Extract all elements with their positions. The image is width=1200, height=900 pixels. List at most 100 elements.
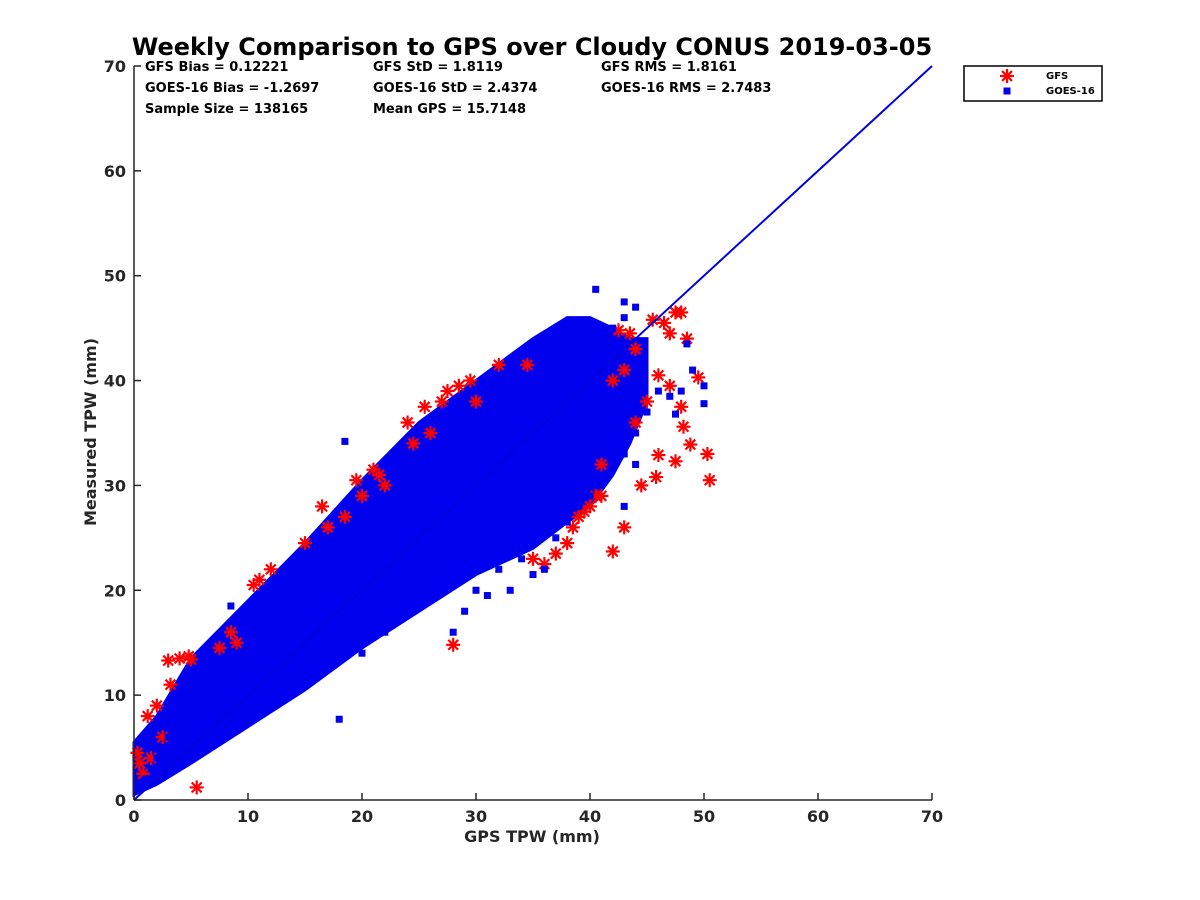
gfs-point [451,378,466,393]
gfs-point [662,326,677,341]
legend-box [963,65,1103,102]
goes16-point [461,607,469,615]
stat-goes-std: GOES-16 StD = 2.4374 [373,81,537,96]
stat-gfs-std: GFS StD = 1.8119 [373,60,503,75]
gfs-point [628,342,643,357]
gfs-point [583,499,597,514]
gfs-point [617,363,632,378]
goes16-point [472,586,480,594]
goes16-point [643,408,651,416]
goes16-point [221,681,229,689]
gfs-point [223,625,238,640]
legend-goes16-marker [1003,87,1011,95]
goes16-point [301,607,309,615]
y-axis-label: Measured TPW (mm) [81,338,100,526]
legend-gfs-label: GFS [1046,71,1068,82]
goes16-point [198,702,206,710]
stat-goes-bias: GOES-16 Bias = -1.2697 [145,81,319,96]
x-tick-label: 10 [237,807,259,826]
gfs-point [400,415,415,430]
gfs-point [337,509,352,524]
legend: GFS GOES-16 [963,65,1103,102]
goes16-point [335,715,343,723]
x-axis-label: GPS TPW (mm) [464,827,600,846]
gfs-point [594,488,609,503]
goes16-point [483,592,491,600]
y-tick-label: 70 [104,57,126,76]
goes16-point [210,691,218,699]
gfs-point [440,384,455,399]
goes16-point [449,471,457,479]
gfs-point [683,437,698,452]
y-tick-label: 20 [104,581,126,600]
gfs-point [640,394,654,409]
goes16-point [324,586,332,594]
goes16-point [153,754,161,762]
goes16-point [267,639,275,647]
goes16-point [381,628,389,636]
legend-goes16-glyph [1003,87,1011,95]
legend-gfs-glyph [1000,69,1014,83]
gfs-point [657,315,672,330]
goes16-point [700,382,708,390]
gfs-point [229,635,244,650]
gfs-point [622,326,637,341]
gfs-point [548,546,563,561]
gfs-point [252,572,267,587]
goes16-point [563,366,571,374]
gfs-point [645,312,660,327]
gfs-point [140,709,155,724]
goes16-point [563,518,571,526]
goes16-point [666,392,674,400]
goes16-point [472,450,480,458]
gfs-point [662,378,677,393]
gfs-point [263,562,278,577]
x-tick-label: 70 [921,807,943,826]
gfs-point [691,370,706,385]
gfs-point [130,745,145,760]
gfs-point [434,394,449,409]
goes16-point [335,576,343,584]
gfs-point [700,446,715,461]
gfs-point [651,448,666,463]
chart-title: Weekly Comparison to GPS over Cloudy CON… [132,33,932,61]
goes16-point [683,340,691,348]
y-tick-label: 50 [104,267,126,286]
goes16-point [358,649,366,657]
stat-goes-rms: GOES-16 RMS = 2.7483 [601,81,771,96]
goes16-point [700,400,708,408]
gfs-point [628,415,643,430]
goes16-point [461,460,469,468]
gfs-point [668,454,683,469]
one-to-one-line [133,65,933,801]
goes16-point [575,356,583,364]
goes16-point [227,602,235,610]
goes16-point [141,775,149,783]
goes16-point [620,298,628,306]
gfs-point [349,473,364,488]
goes16-point [597,335,605,343]
gfs-point [372,467,387,482]
y-ticks: 0 10 20 30 40 50 60 70 [104,57,141,810]
plot-area [130,65,933,801]
gfs-point [417,399,432,414]
goes16-point [518,555,526,563]
goes16-point [609,460,617,468]
goes16-point [540,565,548,573]
x-tick-label: 0 [128,807,139,826]
goes16-point [529,571,537,579]
goes16-point [278,628,286,636]
x-ticks: 0 10 20 30 40 50 60 70 [128,793,943,826]
goes16-point [438,576,446,584]
goes16-point [147,765,155,773]
y-tick-label: 0 [115,791,126,810]
goes16-point [392,523,400,531]
x-tick-label: 50 [693,807,715,826]
gfs-point [406,436,421,451]
goes16-point [426,492,434,500]
y-tick-label: 30 [104,476,126,495]
goes16-point [506,586,514,594]
goes16-point [620,314,628,322]
goes16-point [290,618,298,626]
